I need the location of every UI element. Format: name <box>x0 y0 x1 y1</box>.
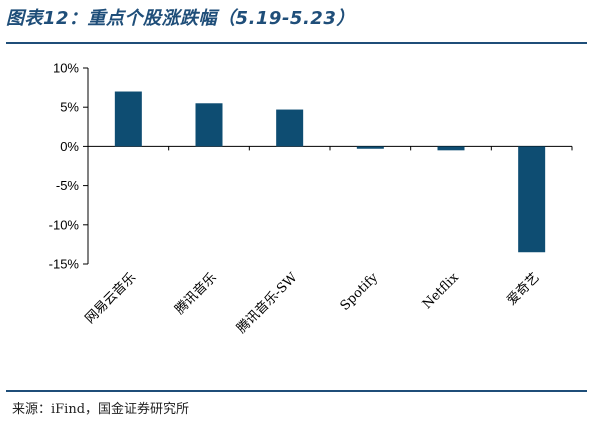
bar-1 <box>195 103 223 147</box>
y-tick-label: -15% <box>49 257 80 272</box>
bar-chart: 10% 5% 0% -5% -10% -15%网易云音乐 腾讯音乐 腾讯音乐-SW Spotif… <box>49 61 573 336</box>
x-category-label: 网易云音乐 <box>82 270 139 327</box>
x-category-label: Netflix <box>420 270 463 313</box>
x-category-label: 腾讯音乐-SW <box>234 269 301 336</box>
title-divider <box>6 42 587 44</box>
x-category-label: 腾讯音乐 <box>172 270 220 318</box>
bar-0 <box>114 91 142 147</box>
source-divider <box>6 390 587 392</box>
y-tick-label: 10% <box>53 61 79 76</box>
y-tick-label: 0% <box>60 139 79 154</box>
x-category-label: Spotify <box>338 270 382 314</box>
y-tick-label: -5% <box>56 178 80 193</box>
source-note: 来源：iFind，国金证券研究所 <box>12 402 190 417</box>
y-tick-label: 5% <box>60 100 79 115</box>
y-tick-label: -10% <box>49 217 80 232</box>
chart-title: 图表12：重点个股涨跌幅（5.19-5.23） <box>6 8 355 29</box>
bar-5 <box>518 146 546 253</box>
x-category-label: 爱奇艺 <box>504 270 543 309</box>
bar-3 <box>356 146 384 149</box>
bar-4 <box>437 146 465 151</box>
bar-2 <box>276 109 304 147</box>
